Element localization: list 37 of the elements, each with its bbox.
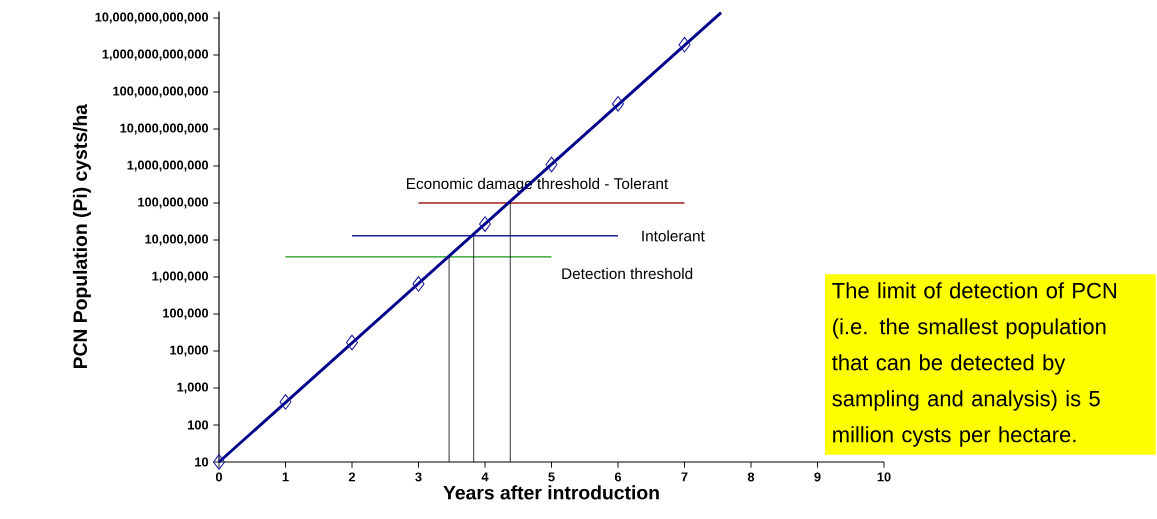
x-tick-label: 4: [481, 472, 489, 482]
point: [345, 334, 359, 351]
point: [478, 216, 492, 232]
x-tick-label: 0: [215, 472, 223, 482]
y-tick-label: 10,000,000: [145, 234, 209, 246]
y-tick-label: 100: [188, 420, 209, 430]
y-tick-label: 1,000,000,000,000: [102, 49, 209, 61]
y-tick-label: 10,000,000,000: [120, 123, 209, 135]
x-tick-label: 3: [415, 472, 422, 482]
y-tick-label: 1,000,000: [152, 271, 209, 283]
point: [678, 36, 691, 53]
annotation: The limit of detection of PCN (i.e. the smallest population that can be detected by sampling and analysis) is 5 million cysts per hectare.: [832, 282, 1117, 447]
x-tick-label: 1: [282, 472, 289, 482]
y-tick-label: 10: [195, 457, 209, 467]
x-tick-label: 7: [681, 472, 688, 482]
point: [279, 394, 292, 410]
x-tick-label: 6: [614, 472, 622, 482]
point: [611, 95, 625, 112]
x-tick-label: 10: [877, 472, 891, 482]
y-tick-label: 10,000,000,000,000: [95, 12, 209, 24]
y-tick-label: 100,000,000,000: [113, 86, 209, 98]
y-axis-title: PCN Population (Pi) cysts/ha: [72, 103, 91, 369]
y-tick-label: 10,000: [170, 345, 209, 357]
series-label: Intolerant: [642, 230, 705, 242]
y-tick-label: 1,000: [177, 382, 209, 394]
x-axis-title: Years after introduction: [443, 485, 659, 500]
series-label: Detection threshold: [562, 267, 693, 280]
x-tick-label: 5: [548, 472, 555, 482]
x-tick-label: 9: [814, 472, 821, 482]
x-tick-label: 8: [747, 472, 755, 482]
x-tick-label: 2: [348, 472, 356, 482]
y-tick-label: 100,000,000: [138, 197, 209, 209]
point: [545, 156, 558, 173]
y-tick-label: 1,000,000,000: [127, 160, 209, 172]
point: [212, 454, 226, 470]
point: [412, 276, 425, 292]
y-tick-label: 100,000: [163, 308, 209, 320]
